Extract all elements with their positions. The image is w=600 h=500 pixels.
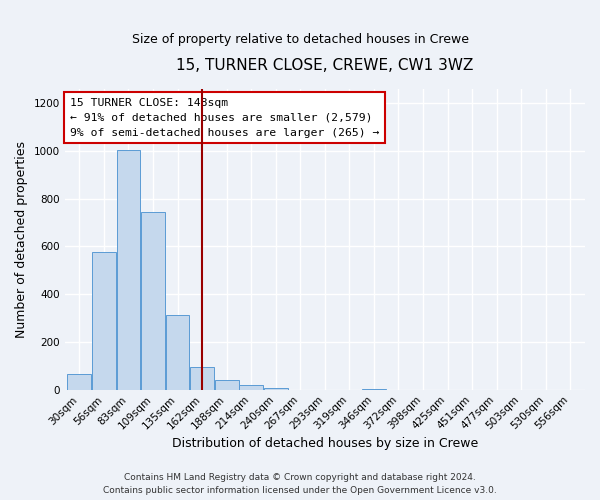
Bar xyxy=(239,385,263,390)
Bar xyxy=(215,380,239,390)
Title: 15, TURNER CLOSE, CREWE, CW1 3WZ: 15, TURNER CLOSE, CREWE, CW1 3WZ xyxy=(176,58,473,72)
Text: Contains HM Land Registry data © Crown copyright and database right 2024.
Contai: Contains HM Land Registry data © Crown c… xyxy=(103,474,497,495)
Bar xyxy=(362,388,386,390)
Bar xyxy=(67,374,91,390)
Bar xyxy=(92,252,116,390)
Bar xyxy=(190,366,214,390)
Bar xyxy=(264,388,287,390)
Text: Size of property relative to detached houses in Crewe: Size of property relative to detached ho… xyxy=(131,32,469,46)
Y-axis label: Number of detached properties: Number of detached properties xyxy=(15,141,28,338)
Bar xyxy=(166,314,190,390)
Text: 15 TURNER CLOSE: 148sqm
← 91% of detached houses are smaller (2,579)
9% of semi-: 15 TURNER CLOSE: 148sqm ← 91% of detache… xyxy=(70,98,379,138)
X-axis label: Distribution of detached houses by size in Crewe: Distribution of detached houses by size … xyxy=(172,437,478,450)
Bar xyxy=(141,212,165,390)
Bar xyxy=(116,150,140,390)
